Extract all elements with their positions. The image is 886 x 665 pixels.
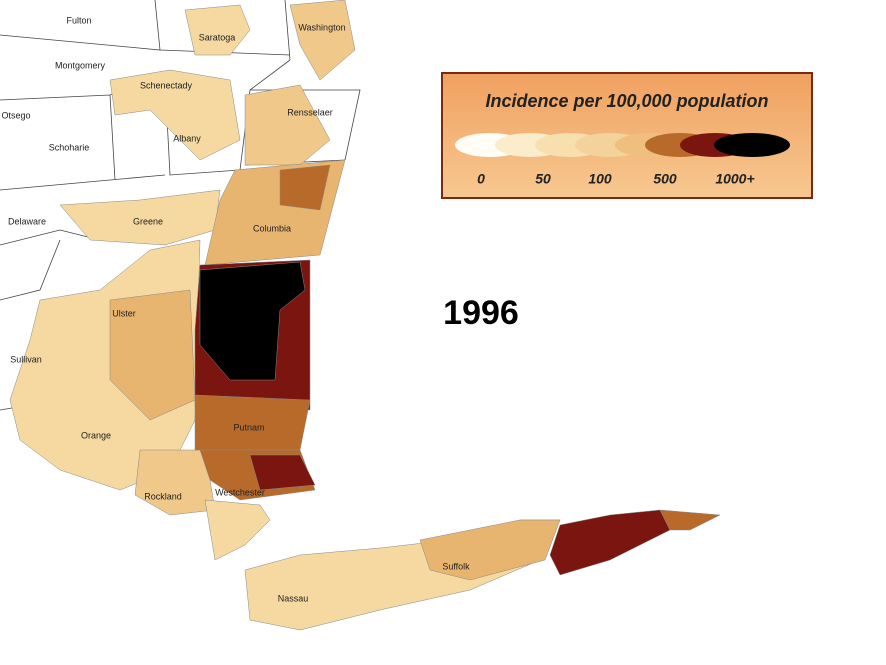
long-island [244,509,721,631]
low-incidence-areas [9,0,356,561]
east-hudson-areas [194,159,346,501]
county-label: Greene [133,216,163,226]
legend-label: 0 [477,171,485,187]
county-label: Columbia [253,223,291,233]
county-label: Putnam [233,422,264,432]
county-label: Saratoga [199,32,236,42]
county-label: Fulton [66,15,91,25]
legend-title: Incidence per 100,000 population [485,91,768,111]
legend: Incidence per 100,000 population 0 50 10… [441,72,813,199]
legend-label: 50 [535,171,551,187]
county-label: Albany [173,133,201,143]
county-labels: Fulton Washington Saratoga Montgomery Sc… [1,15,470,603]
county-label: Schenectady [140,80,193,90]
county-label: Delaware [8,216,46,226]
county-label: Orange [81,430,111,440]
county-label: Nassau [278,593,309,603]
county-label: Washington [298,22,345,32]
county-label: Otsego [1,110,30,120]
county-label: Montgomery [55,60,106,70]
legend-label: 100 [588,171,612,187]
county-label: Westchester [215,487,265,497]
legend-label: 1000+ [715,171,754,187]
legend-swatch [714,133,790,157]
legend-label: 500 [653,171,677,187]
year-title: 1996 [443,294,519,332]
county-label: Suffolk [442,561,470,571]
county-label: Ulster [112,308,136,318]
county-label: Schoharie [49,142,90,152]
county-label: Rensselaer [287,107,333,117]
county-label: Sullivan [10,354,42,364]
county-label: Rockland [144,491,182,501]
